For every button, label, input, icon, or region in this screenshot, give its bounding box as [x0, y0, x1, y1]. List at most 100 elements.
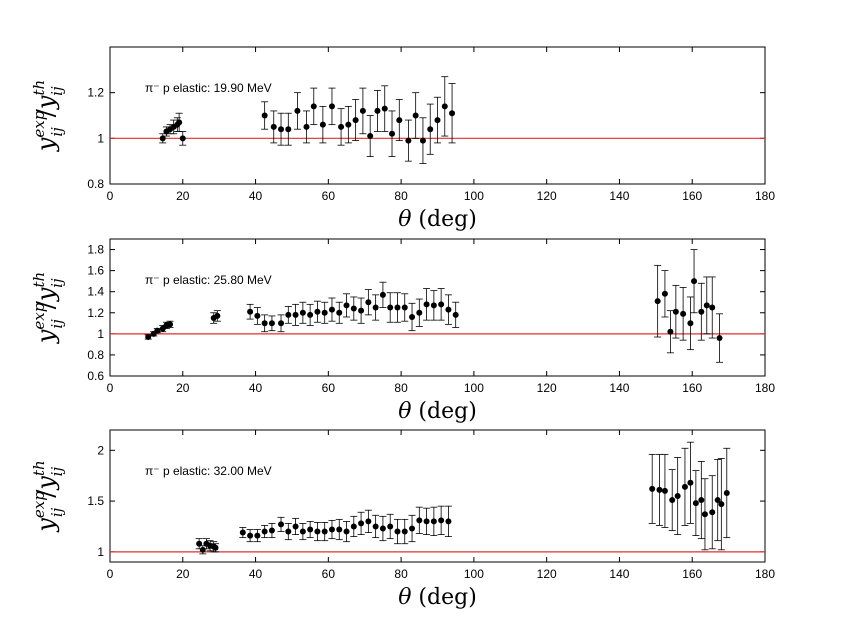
- marker: [343, 528, 350, 535]
- y-axis-title: yexpij/ythij: [30, 272, 66, 344]
- data-point: [364, 509, 372, 533]
- marker: [179, 135, 186, 142]
- marker: [691, 278, 698, 285]
- marker: [709, 304, 716, 311]
- marker: [656, 486, 663, 493]
- marker: [452, 311, 459, 318]
- x-tick-label: 0: [107, 567, 114, 581]
- marker: [409, 525, 416, 532]
- data-point: [423, 507, 431, 535]
- data-point: [310, 87, 318, 126]
- marker: [307, 526, 314, 533]
- marker: [352, 117, 359, 124]
- marker: [687, 479, 694, 486]
- marker: [328, 526, 335, 533]
- marker: [336, 309, 343, 316]
- marker: [365, 518, 372, 525]
- data-point: [246, 529, 254, 543]
- y-tick-label: 1: [97, 327, 104, 341]
- x-axis-title: θ (deg): [398, 207, 477, 232]
- data-point: [697, 282, 705, 341]
- y-tick-label: 1.2: [87, 86, 104, 100]
- data-point: [352, 99, 360, 142]
- marker: [716, 335, 723, 342]
- y-tick-label: 1: [97, 131, 104, 145]
- y-tick-label: 0.8: [87, 177, 104, 191]
- x-tick-label: 180: [755, 381, 775, 395]
- x-tick-label: 180: [755, 189, 775, 203]
- data-point: [321, 301, 329, 324]
- data-point: [261, 314, 269, 333]
- data-point: [299, 301, 307, 324]
- marker: [394, 304, 401, 311]
- data-point: [321, 522, 329, 542]
- marker: [285, 528, 292, 535]
- y-axis-title: yexpij/ythij: [30, 80, 66, 152]
- data-point: [661, 270, 669, 318]
- panel-3: 0 20 40 60 80 100 120 140 160 180 1 1.5 2 π⁻ p elasti…: [30, 429, 775, 610]
- data-point: [357, 297, 365, 324]
- x-tick-label: 140: [609, 189, 629, 203]
- data-point: [681, 447, 689, 526]
- x-tick-label: 40: [249, 189, 263, 203]
- marker: [409, 313, 416, 320]
- data-point: [213, 310, 221, 322]
- marker: [321, 528, 328, 535]
- marker: [199, 546, 206, 553]
- marker: [674, 493, 681, 499]
- data-point: [426, 103, 434, 155]
- svg-text:yexpij/ythij: yexpij/ythij: [30, 460, 66, 532]
- marker: [285, 126, 292, 133]
- data-point: [430, 506, 438, 536]
- data-point: [350, 515, 358, 538]
- marker: [247, 532, 254, 539]
- marker: [379, 525, 386, 532]
- marker: [661, 487, 668, 494]
- x-tick-label: 120: [537, 381, 557, 395]
- data-point: [293, 92, 301, 130]
- x-tick-label: 20: [176, 381, 190, 395]
- panel-label: π⁻ p elastic: 19.90 MeV: [145, 81, 272, 95]
- x-tick-label: 80: [394, 381, 408, 395]
- marker: [328, 306, 335, 313]
- data-point: [404, 119, 412, 162]
- y-tick-label: 1.5: [87, 494, 104, 508]
- marker: [268, 527, 275, 534]
- y-tick-label: 1.4: [87, 285, 104, 299]
- marker: [154, 327, 161, 334]
- data-point: [373, 89, 381, 132]
- data-point: [441, 76, 449, 137]
- marker: [292, 311, 299, 318]
- marker: [445, 518, 452, 525]
- data-point: [328, 519, 336, 540]
- panel-label: π⁻ p elastic: 32.00 MeV: [145, 464, 272, 478]
- marker: [358, 307, 365, 314]
- data-point: [655, 453, 663, 526]
- marker: [247, 308, 254, 315]
- x-tick-label: 20: [176, 567, 190, 581]
- data-point: [328, 297, 336, 322]
- x-tick-label: 120: [537, 189, 557, 203]
- data-point: [408, 514, 416, 543]
- data-point: [253, 529, 261, 543]
- panel-label: π⁻ p elastic: 25.80 MeV: [145, 273, 272, 287]
- x-tick-label: 0: [107, 189, 114, 203]
- x-tick-label: 180: [755, 567, 775, 581]
- marker: [667, 328, 674, 335]
- data-point: [661, 453, 669, 528]
- marker: [278, 521, 285, 528]
- data-point: [166, 320, 174, 328]
- marker: [649, 485, 656, 492]
- x-tick-label: 60: [322, 567, 336, 581]
- data-point: [199, 545, 207, 555]
- data-point: [437, 505, 445, 535]
- data-point: [253, 307, 261, 325]
- panel-1: 0 20 40 60 80 100 120 140 160 180 0.8 1 1.2 π⁻ p elas…: [30, 46, 775, 232]
- x-tick-label: 20: [176, 189, 190, 203]
- marker: [319, 121, 326, 128]
- marker: [310, 103, 317, 110]
- data-point: [175, 112, 183, 132]
- data-point: [359, 87, 367, 135]
- data-point: [261, 101, 269, 130]
